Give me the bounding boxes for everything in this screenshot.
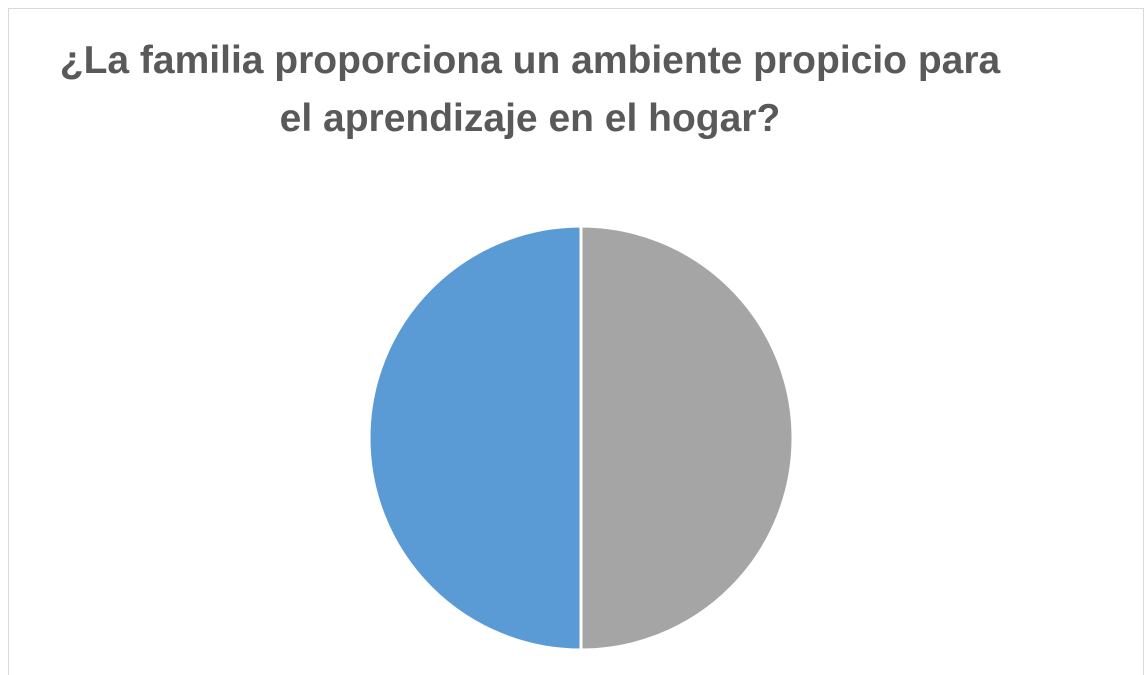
pie-slice (367, 224, 583, 652)
pie-slice (579, 224, 795, 652)
chart-title: ¿La familia proporciona un ambiente prop… (59, 39, 1001, 140)
